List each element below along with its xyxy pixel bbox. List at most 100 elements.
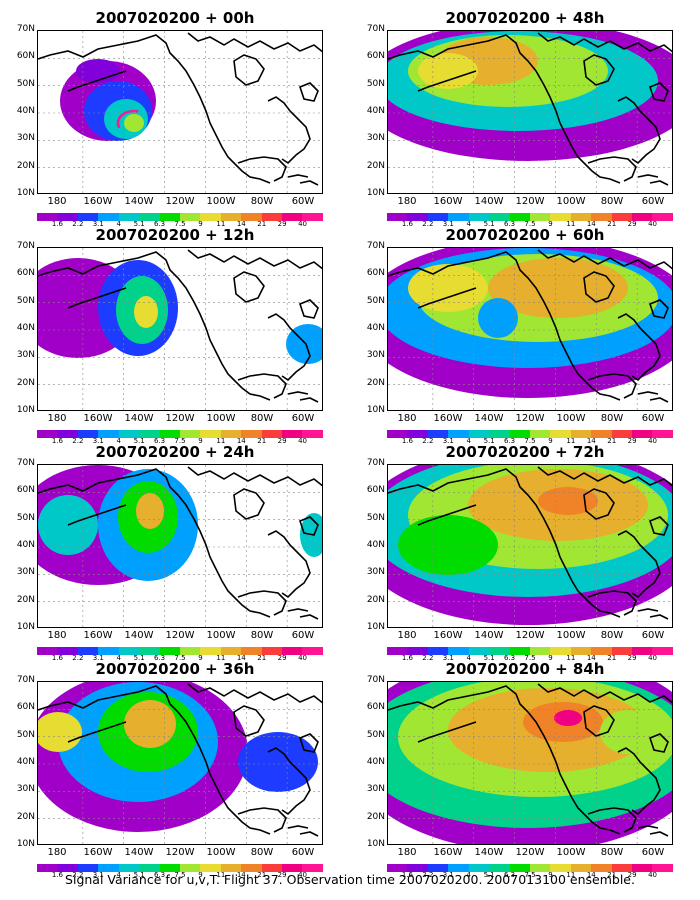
- lon-tick-label: 140W: [124, 847, 154, 858]
- colorbar-tick-label: 2.2: [72, 871, 84, 879]
- lon-tick-label: 80W: [250, 413, 274, 424]
- variance-contour: [238, 732, 318, 792]
- lat-tick-label: 50N: [366, 295, 385, 306]
- colorbar-swatch: [220, 430, 242, 438]
- colorbar-swatch: [77, 647, 99, 655]
- variance-field: [38, 31, 322, 193]
- lat-tick-label: 70N: [16, 241, 35, 251]
- colorbar-tick-label: 5.1: [483, 220, 495, 228]
- map-panel: 2007020200 + 36h 70N 60N 50N 40N 30N 20N 10N 180…: [5, 659, 345, 879]
- variance-contour: [478, 298, 518, 338]
- colorbar-tick-label: 40: [298, 220, 308, 228]
- lat-tick-label: 70N: [16, 675, 35, 685]
- colorbar-tick-label: 7.5: [174, 654, 186, 662]
- lon-tick-label: 140W: [474, 413, 504, 424]
- colorbar-tick-label: 5.1: [483, 654, 495, 662]
- colorbar-tick-label: 5.1: [133, 220, 145, 228]
- coastline: [237, 807, 287, 833]
- colorbar-swatch: [261, 430, 283, 438]
- lon-tick-label: 160W: [433, 196, 463, 207]
- lat-tick-label: 50N: [366, 729, 385, 740]
- map-plot: [37, 247, 323, 411]
- coastline: [417, 721, 477, 743]
- panel-title: 2007020200 + 24h: [95, 443, 255, 461]
- coastline: [237, 373, 287, 399]
- colorbar-tick-label: 4: [116, 437, 121, 445]
- colorbar-labels: 1.6 2.2 3.1 4 5.1 6.3 7.5 9 11 14 21 29 40: [37, 871, 323, 881]
- colorbar-swatch: [529, 864, 551, 872]
- colorbar-tick-label: 6.3: [503, 654, 516, 662]
- colorbar-swatch: [37, 647, 58, 655]
- lat-tick-label: 60N: [366, 268, 385, 279]
- coastline: [587, 590, 637, 616]
- coastline: [299, 733, 319, 753]
- map-plot: [37, 30, 323, 194]
- lon-tick-label: 60W: [641, 847, 665, 858]
- lat-tick-label: 50N: [366, 78, 385, 89]
- map-plot: [37, 681, 323, 845]
- colorbar-tick-label: 6.3: [153, 220, 166, 228]
- colorbar-tick-label: 14: [586, 871, 596, 879]
- variance-field: [38, 465, 322, 627]
- lat-tick-label: 20N: [366, 160, 385, 171]
- lat-tick-label: 40N: [16, 540, 35, 550]
- colorbar-tick-label: 1.6: [51, 437, 63, 445]
- colorbar-tick-label: 2.2: [422, 871, 434, 879]
- lat-tick-label: 40N: [16, 323, 35, 333]
- map-panel: 2007020200 + 72h 70N 60N 50N 40N 30N 20N 10N 180…: [355, 442, 695, 662]
- variance-contour: [124, 700, 176, 748]
- colorbar-tick-label: 6.3: [153, 654, 166, 662]
- lon-tick-label: 80W: [250, 196, 274, 207]
- colorbar-tick-label: 21: [257, 871, 267, 879]
- colorbar: [37, 213, 323, 221]
- lon-tick-label: 180: [47, 630, 67, 641]
- panel-title: 2007020200 + 72h: [445, 443, 605, 461]
- coastline: [67, 504, 127, 526]
- colorbar-tick-label: 11: [216, 437, 226, 445]
- lon-tick-label: 100W: [556, 196, 586, 207]
- colorbar-swatch: [611, 647, 633, 655]
- colorbar-tick-label: 14: [586, 437, 596, 445]
- lat-tick-label: 20N: [16, 811, 35, 822]
- colorbar-swatch: [302, 430, 323, 438]
- colorbar-tick-label: 9: [198, 654, 203, 662]
- colorbar-swatch: [200, 647, 221, 655]
- colorbar-swatch: [448, 864, 469, 872]
- colorbar-swatch: [159, 864, 180, 872]
- colorbar-swatch: [57, 864, 78, 872]
- colorbar-swatch: [282, 430, 303, 438]
- colorbar-tick-label: 6.3: [503, 871, 516, 879]
- colorbar-tick-label: 40: [298, 654, 308, 662]
- colorbar-swatch: [427, 430, 449, 438]
- coastline: [637, 825, 669, 837]
- colorbar-tick-label: 5.1: [483, 871, 495, 879]
- lat-tick-label: 10N: [16, 622, 35, 632]
- variance-contour: [398, 515, 498, 575]
- colorbar-tick-label: 5.1: [483, 437, 495, 445]
- variance-contour: [124, 114, 144, 132]
- colorbar-swatch: [570, 864, 592, 872]
- colorbar-swatch: [550, 213, 571, 221]
- colorbar-tick-label: 9: [198, 220, 203, 228]
- panel-title: 2007020200 + 60h: [445, 226, 605, 244]
- colorbar-swatch: [407, 213, 428, 221]
- panel-title: 2007020200 + 12h: [95, 226, 255, 244]
- colorbar-swatch: [611, 864, 633, 872]
- colorbar-tick-label: 14: [236, 437, 246, 445]
- colorbar-swatch: [550, 647, 571, 655]
- colorbar-swatch: [98, 647, 119, 655]
- panel-title: 2007020200 + 48h: [445, 9, 605, 27]
- lat-tick-label: 40N: [366, 540, 385, 550]
- lon-tick-label: 180: [397, 847, 417, 858]
- coastline: [287, 608, 319, 620]
- variance-contour: [38, 712, 82, 752]
- colorbar-tick-label: 3.1: [92, 871, 104, 879]
- colorbar-swatch: [509, 647, 530, 655]
- colorbar-swatch: [570, 430, 592, 438]
- map-panel: 2007020200 + 00h 70N 60N 50N 40N 30N 20N 10N 180…: [5, 8, 345, 228]
- colorbar-swatch: [550, 864, 571, 872]
- coastline: [287, 825, 319, 837]
- lon-tick-label: 160W: [433, 630, 463, 641]
- colorbar-tick-label: 7.5: [174, 220, 186, 228]
- lat-tick-label: 30N: [366, 133, 385, 144]
